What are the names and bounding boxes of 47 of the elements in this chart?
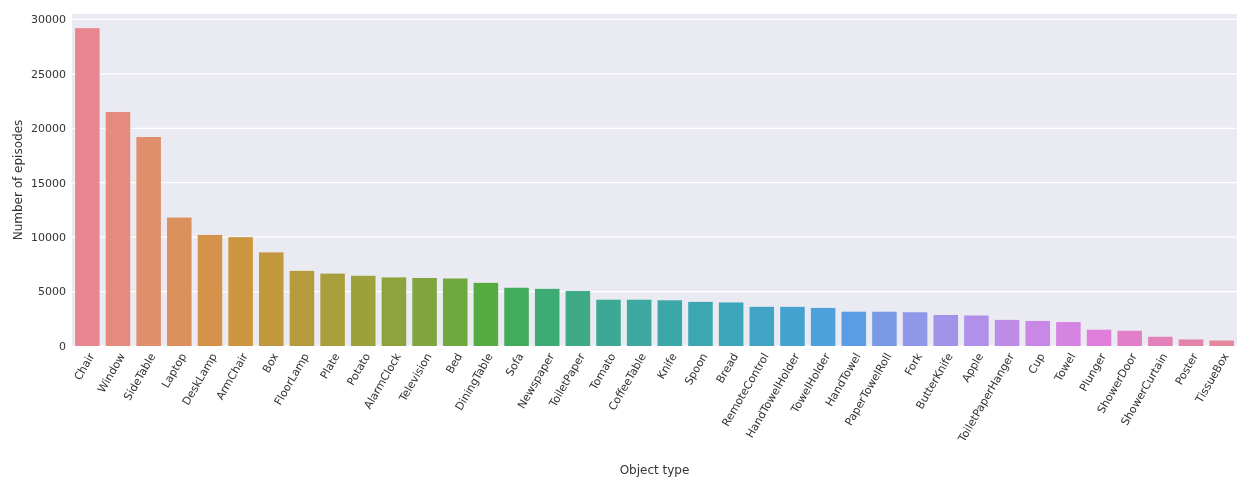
bar <box>994 319 1020 346</box>
bar <box>1117 330 1142 346</box>
bar <box>780 306 805 346</box>
bar <box>504 287 529 346</box>
bar <box>412 277 437 346</box>
bar <box>1209 340 1234 346</box>
y-tick-label: 25000 <box>31 67 66 81</box>
bar <box>228 237 253 346</box>
bar <box>289 270 315 346</box>
bar <box>350 275 376 346</box>
bar <box>167 217 192 346</box>
bar <box>657 300 683 346</box>
bar <box>626 299 652 346</box>
y-tick-label: 5000 <box>38 285 66 299</box>
bar <box>105 111 131 346</box>
bar <box>259 252 284 346</box>
y-tick-label: 30000 <box>31 13 66 27</box>
bar <box>933 314 959 346</box>
y-axis-title: Number of episodes <box>11 119 25 241</box>
bar <box>197 234 223 346</box>
bar <box>442 278 468 346</box>
bar <box>810 307 836 346</box>
bar <box>841 311 867 346</box>
x-axis-title: Object type <box>619 463 690 477</box>
bar <box>1056 322 1081 346</box>
bar <box>1025 320 1050 346</box>
bar <box>688 301 713 346</box>
bar <box>1148 336 1173 346</box>
bar <box>320 273 345 346</box>
bar <box>565 291 591 346</box>
bar <box>718 302 744 346</box>
bar <box>534 288 560 346</box>
bar <box>1086 329 1112 346</box>
bar <box>473 282 499 346</box>
y-tick-label: 20000 <box>31 122 66 136</box>
bar <box>749 306 775 346</box>
bar <box>596 299 621 346</box>
bar <box>964 315 989 346</box>
bar <box>1178 339 1204 346</box>
bar <box>136 137 161 346</box>
y-tick-label: 15000 <box>31 176 66 190</box>
y-tick-label: 10000 <box>31 231 66 244</box>
bar <box>902 312 928 346</box>
bar <box>872 311 897 346</box>
y-tick-label: 0 <box>59 339 66 353</box>
bar <box>381 277 407 346</box>
bar <box>75 28 100 346</box>
